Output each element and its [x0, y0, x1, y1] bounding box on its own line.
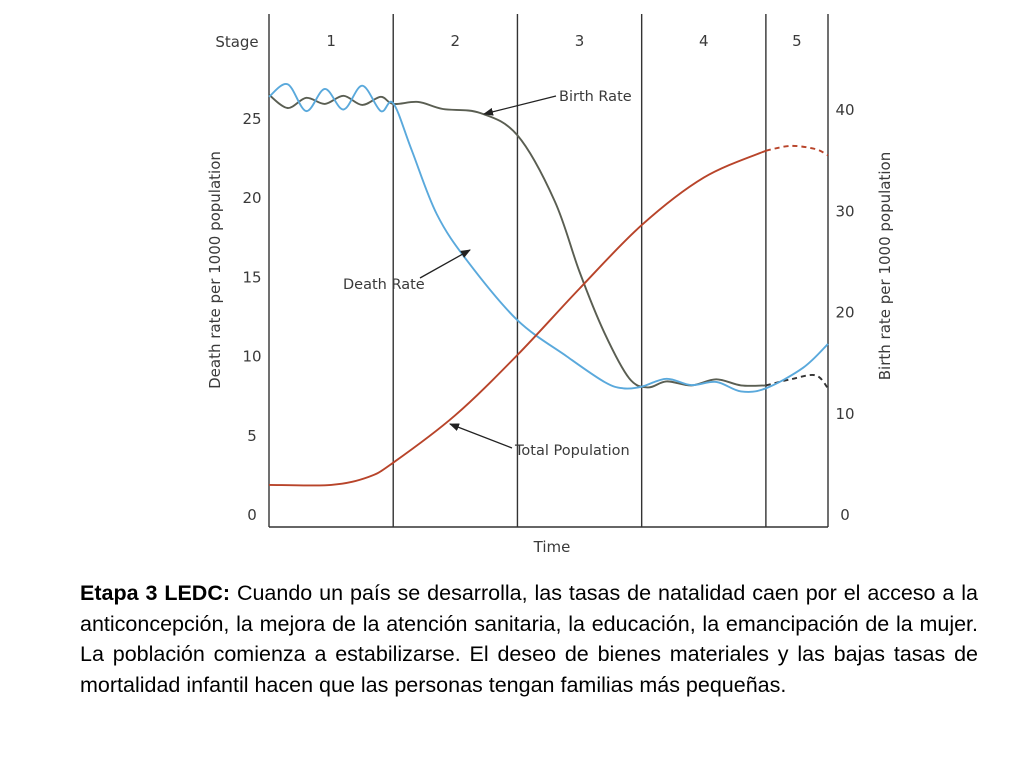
right-tick-label: 0 [840, 506, 850, 524]
stage-number: 4 [699, 32, 709, 50]
left-tick-label: 20 [242, 189, 261, 207]
total-population-line [268, 149, 767, 487]
right-axis-title: Birth rate per 1000 population [876, 152, 894, 380]
right-tick-label: 40 [835, 101, 854, 119]
total-population-projection-line [765, 144, 829, 157]
x-axis-title: Time [533, 538, 571, 556]
left-tick-label: 15 [242, 268, 261, 286]
demographic-transition-chart: Stage 1 2 3 4 5 0 5 10 15 20 25 0 10 20 30 40 Death rate … [206, 14, 894, 556]
caption-title: Etapa 3 LEDC: [80, 581, 231, 605]
left-tick-label: 25 [242, 110, 261, 128]
birth-rate-projection-line [765, 374, 829, 390]
death-rate-arrow [419, 249, 471, 279]
left-tick-label: 0 [247, 506, 257, 524]
birth-rate-arrow [483, 95, 557, 116]
left-tick-label: 10 [242, 348, 261, 366]
birth-rate-annotation: Birth Rate [559, 89, 632, 105]
birth-rate-line [268, 94, 766, 389]
stage-number: 2 [451, 32, 461, 50]
stage-number: 3 [575, 32, 585, 50]
stage-number: 5 [792, 32, 802, 50]
total-population-arrow [449, 423, 513, 449]
death-rate-line [268, 83, 829, 393]
left-tick-label: 5 [247, 427, 257, 445]
total-population-annotation: Total Population [514, 443, 630, 459]
right-tick-label: 20 [835, 304, 854, 322]
caption: Etapa 3 LEDC: Cuando un país se desarrol… [80, 578, 978, 700]
right-tick-label: 10 [835, 405, 854, 423]
stage-heading: Stage [215, 33, 258, 51]
left-axis-title: Death rate per 1000 population [206, 151, 224, 389]
caption-body: Cuando un país se desarrolla, las tasas … [80, 581, 979, 697]
stage-number: 1 [326, 32, 336, 50]
death-rate-annotation: Death Rate [343, 277, 425, 293]
right-tick-label: 30 [835, 202, 854, 220]
